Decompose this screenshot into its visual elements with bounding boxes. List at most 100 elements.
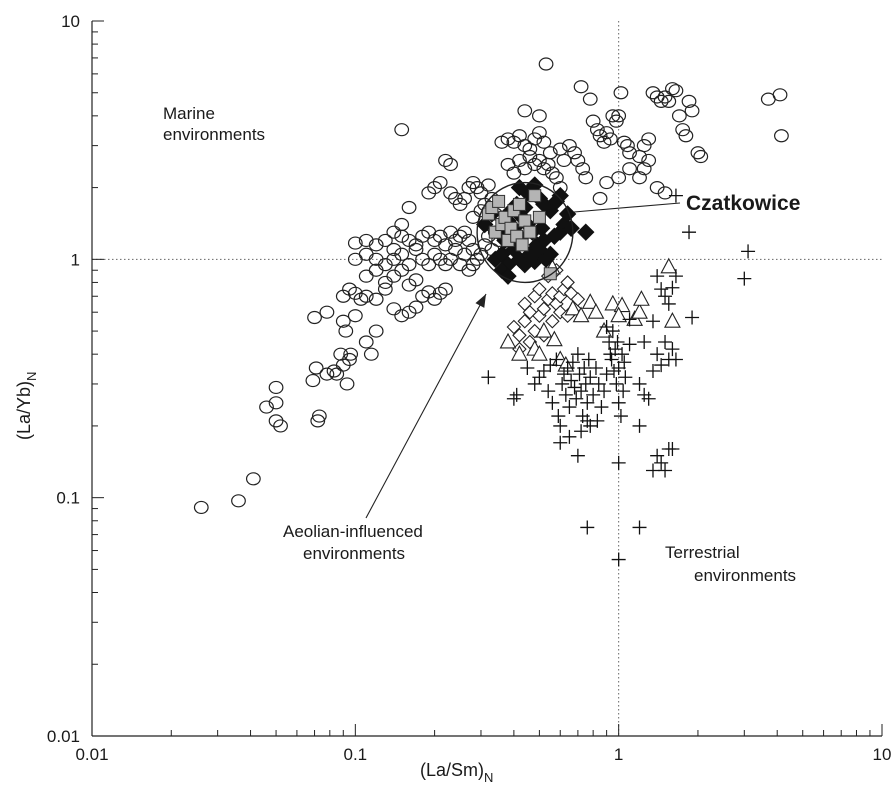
triangle-point xyxy=(632,290,650,306)
terrestrial-point xyxy=(551,409,566,424)
marine-point xyxy=(480,178,496,192)
marine-point xyxy=(657,186,673,200)
marine-point xyxy=(517,139,533,153)
marine-point xyxy=(585,114,601,128)
marine-point xyxy=(599,126,615,140)
marine-point xyxy=(319,367,335,381)
czatkowice-diamond-point xyxy=(562,219,580,237)
marine-point xyxy=(517,162,533,176)
marine-point xyxy=(772,88,788,102)
terrestrial-point xyxy=(610,334,625,349)
marine-point xyxy=(311,409,327,423)
terrestrial-point xyxy=(632,520,647,535)
marine-point xyxy=(608,114,624,128)
terrestrial-point xyxy=(611,552,626,567)
terrestrial-point xyxy=(541,384,556,399)
terrestrial-point xyxy=(650,269,665,284)
marine-point xyxy=(273,419,288,433)
marine-point xyxy=(573,80,589,94)
terrestrial-point xyxy=(558,387,573,402)
terrestrial-point xyxy=(632,376,647,391)
marine-point xyxy=(268,396,284,410)
open-diamond-point xyxy=(560,275,575,290)
terrestrial-point xyxy=(650,347,665,362)
terrestrial-point xyxy=(570,347,585,362)
marine-point xyxy=(668,84,684,98)
marine-point xyxy=(522,149,538,164)
terrestrial-label-line1: Terrestrial xyxy=(665,543,740,562)
triangle-point xyxy=(581,293,599,309)
terrestrial-point xyxy=(661,296,676,311)
czatkowice-diamond-point xyxy=(499,267,517,285)
x-tick-label: 10 xyxy=(873,745,892,764)
marine-point xyxy=(636,162,652,176)
terrestrial-point xyxy=(556,367,571,382)
marine-point xyxy=(690,146,706,160)
marine-point xyxy=(319,305,335,319)
marine-point xyxy=(408,273,424,287)
terrestrial-point xyxy=(597,384,612,399)
axis-ticks xyxy=(91,20,883,737)
terrestrial-point xyxy=(580,395,595,410)
terrestrial-point xyxy=(586,387,601,402)
marine-point xyxy=(632,171,647,185)
marine-point xyxy=(575,162,591,176)
marine-point xyxy=(339,377,355,391)
marine-point xyxy=(461,233,477,248)
terrestrial-point xyxy=(654,282,669,297)
czatkowice-leader-line xyxy=(573,202,681,213)
marine-point xyxy=(329,367,345,381)
marine-point xyxy=(432,286,448,300)
terrestrial-point xyxy=(588,360,603,375)
terrestrial-point xyxy=(668,352,683,367)
marine-point xyxy=(641,153,657,168)
terrestrial-point xyxy=(520,360,535,375)
terrestrial-point xyxy=(506,391,521,406)
marine-point xyxy=(611,171,627,185)
marine-point xyxy=(661,94,677,108)
aeolian-leader-line xyxy=(365,293,487,519)
marine-point xyxy=(684,104,700,118)
marine-point xyxy=(368,324,384,338)
marine-point xyxy=(307,310,322,325)
marine-point xyxy=(657,90,673,104)
marine-point xyxy=(421,186,437,200)
triangle-point xyxy=(604,294,622,311)
terrestrial-point xyxy=(611,455,626,470)
x-axis-title: (La/Sm)N xyxy=(420,760,493,785)
terrestrial-point xyxy=(562,400,577,415)
triangle-point xyxy=(499,332,517,349)
annotation-overlay xyxy=(365,181,681,519)
terrestrial-point xyxy=(611,360,626,375)
marine-point xyxy=(538,57,554,71)
marine-point xyxy=(457,225,473,239)
marine-point xyxy=(401,200,417,215)
marine-point xyxy=(531,153,547,168)
axes xyxy=(91,21,882,737)
czatkowice-label: Czatkowice xyxy=(686,192,800,215)
open-diamond-point xyxy=(517,313,533,329)
terrestrial-point xyxy=(580,520,595,535)
marine-point xyxy=(358,289,374,303)
marine-point xyxy=(599,175,615,190)
triangle-point xyxy=(511,345,528,361)
marine-point xyxy=(636,139,652,153)
terrestrial-point xyxy=(543,358,558,373)
marine-point xyxy=(386,252,402,266)
terrestrial-point xyxy=(509,387,524,402)
open-diamond-point xyxy=(532,281,547,297)
marine-point xyxy=(578,171,594,185)
terrestrial-point xyxy=(583,370,598,385)
marine-point xyxy=(358,247,374,261)
triangle-point xyxy=(610,306,628,323)
terrestrial-point xyxy=(650,448,665,463)
terrestrial-point xyxy=(645,363,660,378)
marine-point xyxy=(347,309,363,323)
czatkowice-diamond-point xyxy=(577,223,595,241)
marine-point xyxy=(620,139,635,153)
marine-point xyxy=(421,285,437,299)
terrestrial-point xyxy=(654,455,669,470)
marine-point xyxy=(774,129,789,143)
terrestrial-point xyxy=(555,376,570,391)
terrestrial-point xyxy=(562,429,577,444)
